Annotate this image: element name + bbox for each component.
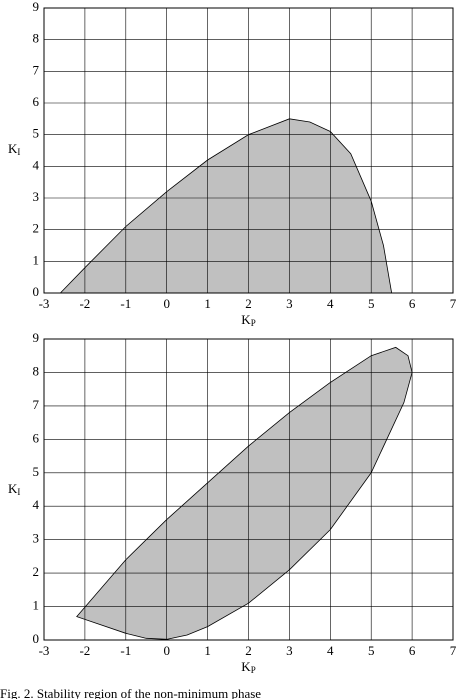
x-tick-label: 2 [245,296,252,311]
x-axis-label: KP [241,659,255,675]
y-tick-label: 1 [33,252,40,267]
y-tick-label: 2 [33,221,40,236]
y-axis-label-sub: I [17,487,20,497]
x-tick-label: 5 [368,296,375,311]
y-tick-label: 3 [33,189,40,204]
y-tick-label: 9 [33,0,40,14]
caption: Fig. 2. Stability region of the non-mini… [0,686,261,699]
x-axis-label: KP [241,312,255,328]
y-tick-label: 6 [33,94,40,109]
y-tick-label: 8 [33,31,40,46]
x-tick-label: -1 [120,296,131,311]
region [59,118,393,294]
y-tick-label: 0 [33,631,40,646]
x-tick-label: 2 [245,643,252,658]
y-tick-label: 7 [33,62,40,77]
y-axis-label-base: K [8,141,18,156]
y-tick-label: 0 [33,284,40,299]
x-tick-label: -2 [79,296,90,311]
y-axis-label: KI [8,481,20,497]
y-tick-label: 3 [33,531,40,546]
x-tick-label: 0 [163,643,170,658]
x-tick-label: -1 [120,643,131,658]
x-tick-label: 0 [163,296,170,311]
x-tick-label: 3 [286,643,293,658]
x-axis-label-sub: P [251,318,256,328]
y-axis-label-base: K [8,481,18,496]
x-tick-label: 1 [204,643,211,658]
y-tick-label: 5 [33,464,40,479]
y-tick-label: 6 [33,430,40,445]
x-tick-label: 1 [204,296,211,311]
y-tick-label: 1 [33,598,40,613]
y-tick-label: 2 [33,564,40,579]
y-axis-label-sub: I [17,147,20,157]
x-tick-label: 7 [450,643,457,658]
x-tick-label: 3 [286,296,293,311]
y-axis-label: KI [8,141,20,157]
y-tick-label: 4 [33,497,40,512]
y-tick-label: 9 [33,330,40,345]
x-tick-label: 4 [327,643,334,658]
x-tick-label: -3 [39,643,50,658]
y-tick-label: 8 [33,363,40,378]
y-tick-label: 4 [33,157,40,172]
x-tick-label: 6 [409,643,416,658]
x-axis-label-sub: P [251,665,256,675]
y-tick-label: 7 [33,397,40,412]
x-tick-label: -3 [39,296,50,311]
x-tick-label: 4 [327,296,334,311]
x-tick-label: 6 [409,296,416,311]
x-tick-label: 7 [450,296,457,311]
x-axis-label-base: K [241,312,251,327]
x-axis-label-base: K [241,659,251,674]
region [76,346,413,640]
plot-frame [43,338,454,641]
y-tick-label: 5 [33,126,40,141]
x-tick-label: 5 [368,643,375,658]
x-tick-label: -2 [79,643,90,658]
plot-frame [43,7,454,294]
